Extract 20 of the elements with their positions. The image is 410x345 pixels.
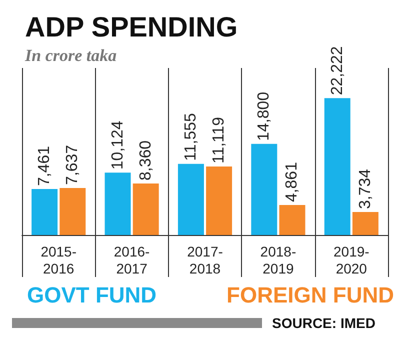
data-label: 8,360 bbox=[137, 140, 154, 181]
source-note: SOURCE: IMED bbox=[272, 315, 376, 331]
x-tick-label: 2018-2019 bbox=[260, 244, 296, 276]
x-tick-label: 2016-2017 bbox=[114, 244, 150, 276]
data-label: 14,800 bbox=[256, 92, 273, 141]
x-tick-label: 2017-2018 bbox=[187, 244, 224, 276]
chart-subtitle: In crore taka bbox=[24, 46, 118, 65]
x-tick-label: 2019-2020 bbox=[333, 244, 370, 276]
data-label: 7,637 bbox=[64, 144, 82, 185]
data-label: 11,555 bbox=[182, 112, 200, 161]
data-label: 11,119 bbox=[210, 116, 228, 164]
chart-title: ADP SPENDING bbox=[25, 12, 238, 42]
data-label: 22,222 bbox=[328, 46, 346, 96]
data-label: 4,861 bbox=[284, 162, 301, 202]
data-label: 7,461 bbox=[36, 146, 54, 186]
text: FOREIGN FUND bbox=[226, 282, 394, 308]
data-label: 3,734 bbox=[356, 168, 374, 209]
text: GOVT FUND bbox=[27, 282, 157, 308]
data-label: 10,124 bbox=[109, 120, 126, 170]
x-tick-label: 2015-2016 bbox=[40, 244, 77, 276]
